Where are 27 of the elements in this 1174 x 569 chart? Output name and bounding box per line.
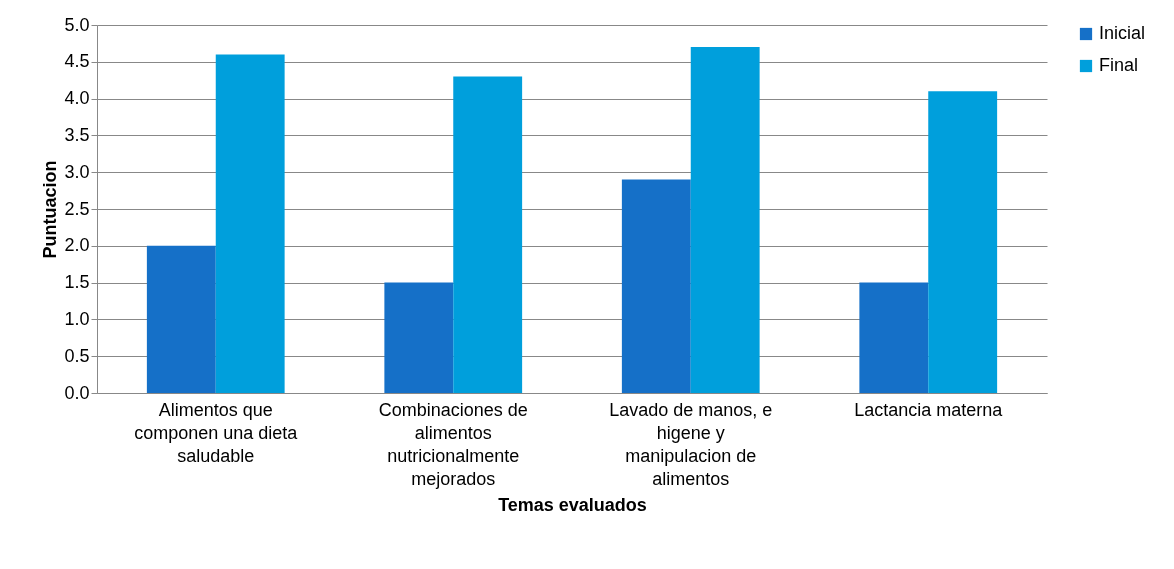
y-tick-label: 5.0 — [64, 14, 90, 35]
y-tick-label: 2.0 — [64, 235, 90, 256]
y-tick-label: 3.0 — [64, 161, 90, 182]
y-tick-label: 2.5 — [64, 198, 90, 219]
bar — [146, 245, 216, 393]
y-axis-title: Puntuacion — [40, 160, 61, 259]
x-tick-label: Combinaciones de alimentos nutricionalmente mejorados — [378, 399, 528, 489]
y-tick-label: 4.0 — [64, 88, 90, 109]
bar — [690, 47, 760, 393]
x-tick-label: Alimentos que componen una dieta saludable — [134, 399, 299, 466]
legend-label: Inicial — [1099, 23, 1146, 43]
y-tick-label: 4.5 — [64, 51, 90, 72]
bar — [453, 76, 523, 393]
y-tick-label: 1.5 — [64, 272, 90, 293]
y-tick-label: 1.0 — [64, 308, 90, 329]
x-tick-label: Lactancia materna — [854, 399, 1004, 420]
legend-label: Final — [1099, 55, 1139, 75]
bar — [215, 54, 285, 393]
x-axis-title: Temas evaluados — [498, 494, 647, 515]
y-tick-label: 0.0 — [64, 382, 90, 403]
x-tick-label: Lavado de manos, e higene y manipulacion de alimentos — [609, 399, 773, 489]
y-tick-label: 3.5 — [64, 124, 90, 145]
y-tick-label: 0.5 — [64, 345, 90, 366]
bar — [384, 282, 454, 393]
bar — [621, 179, 691, 393]
bar — [928, 91, 998, 393]
bar — [859, 282, 929, 393]
